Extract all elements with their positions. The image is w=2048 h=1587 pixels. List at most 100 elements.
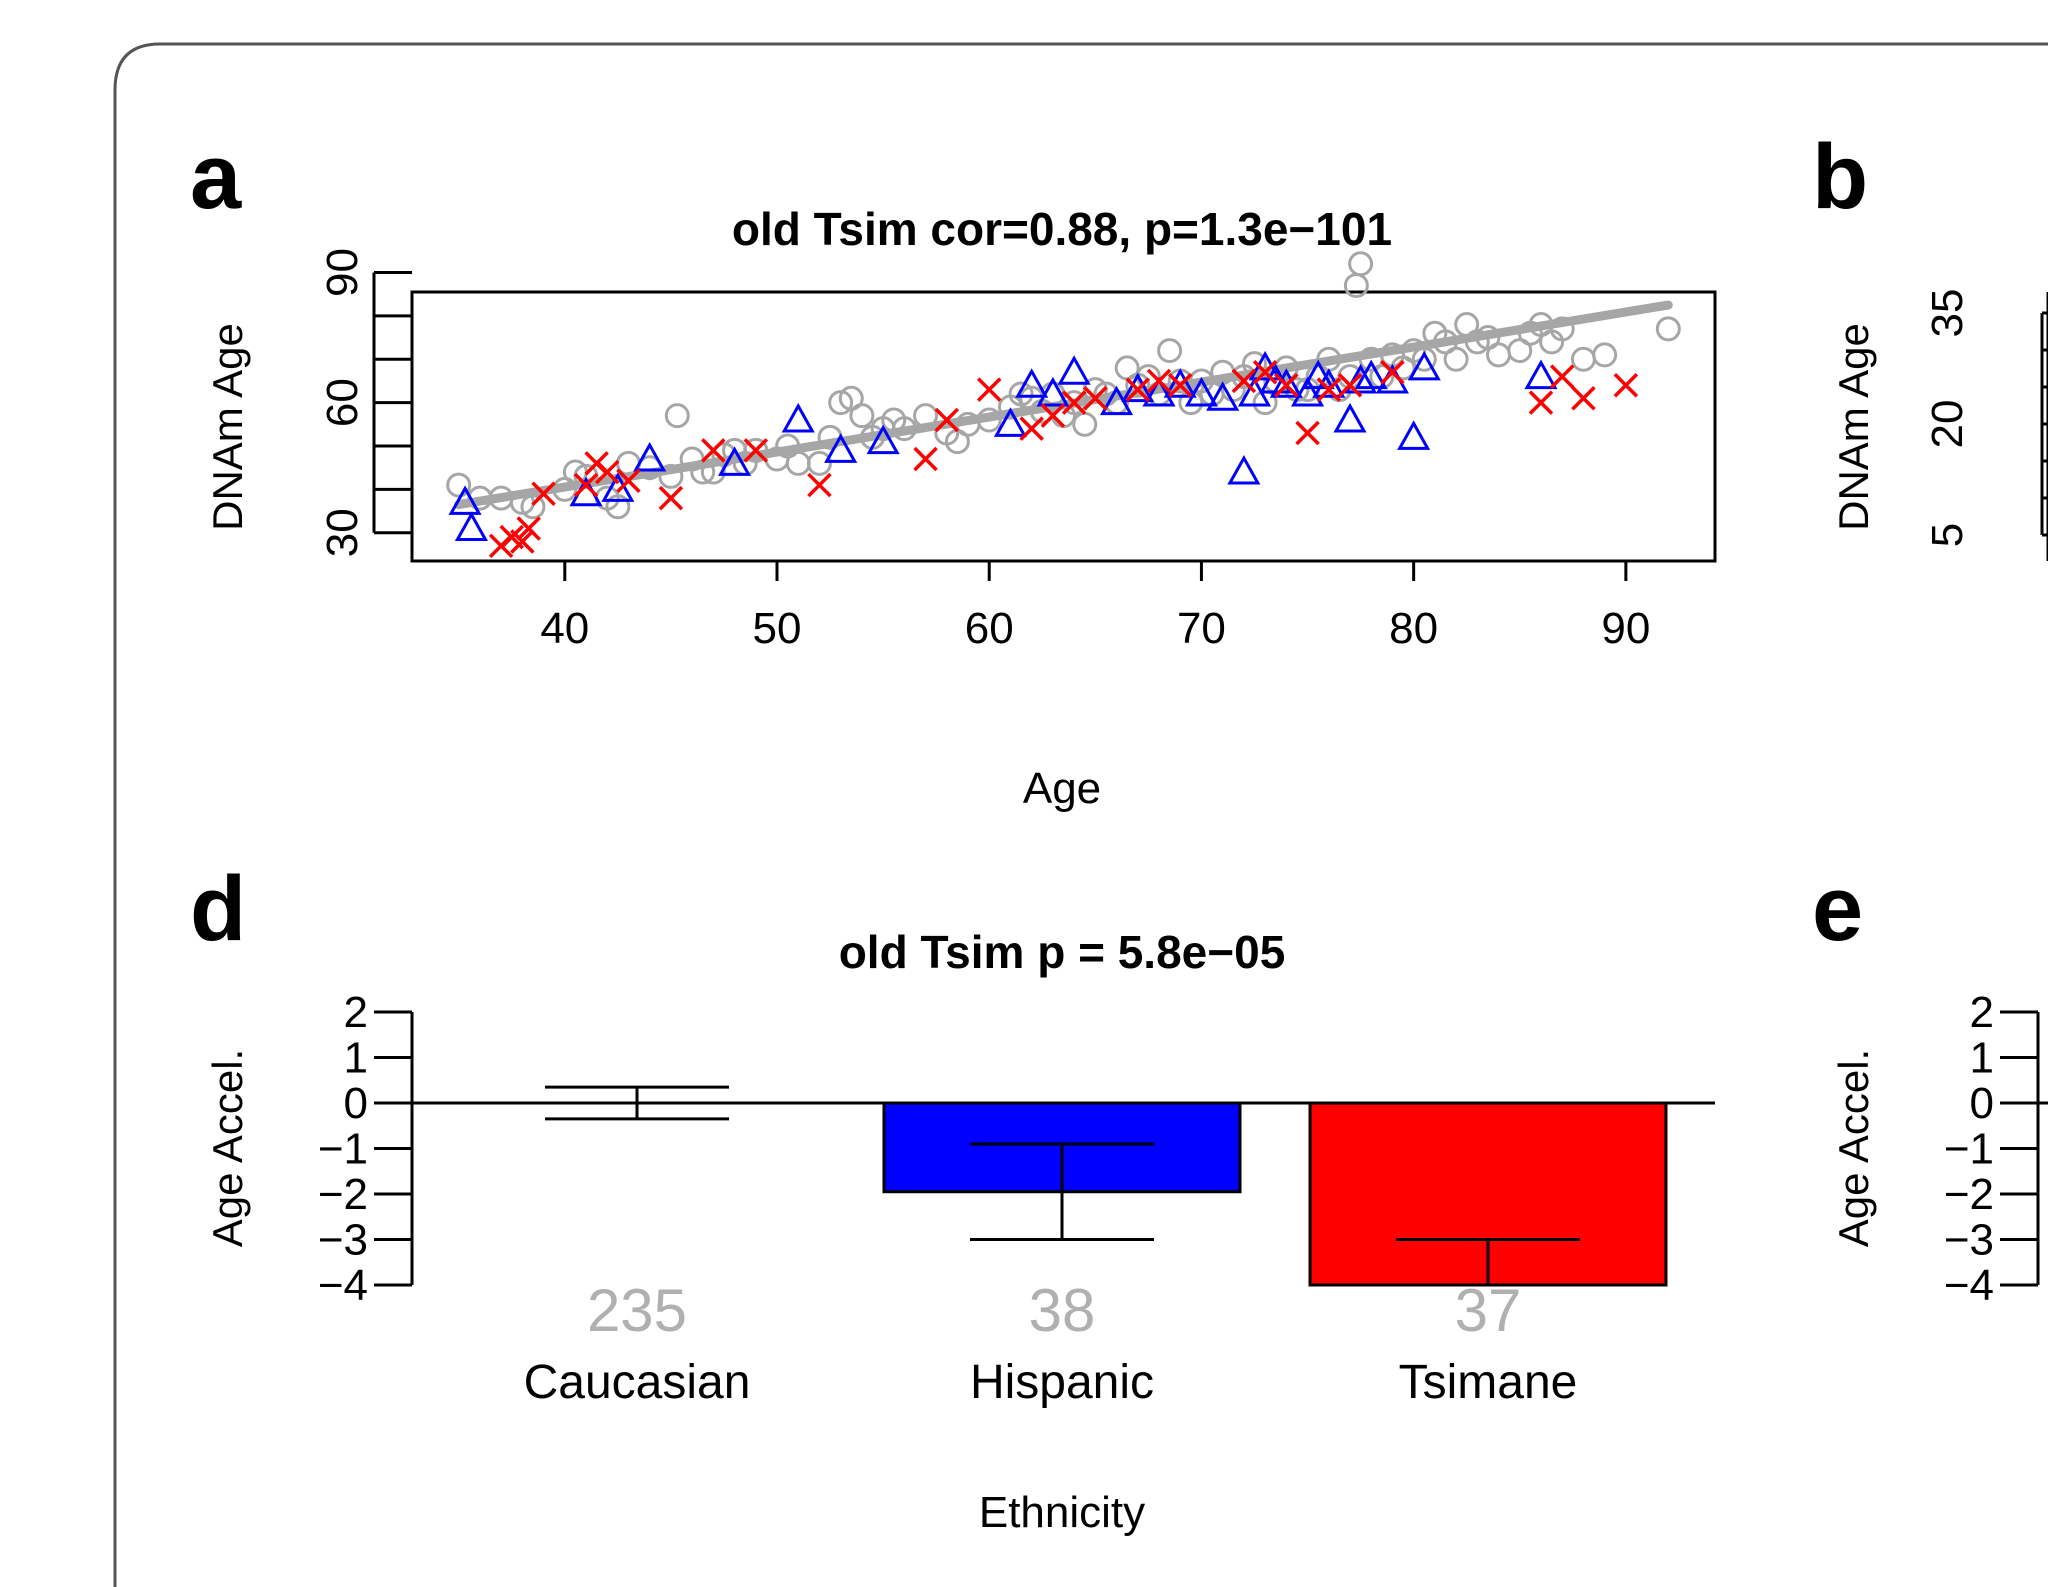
panel-b-ylabel: DNAm Age (1830, 323, 1877, 531)
scatter-point-hispanic (1142, 376, 1176, 407)
bar-xlabel: Ethnicity (979, 1488, 1145, 1537)
scatter-point-hispanic (1269, 368, 1303, 398)
bar-ytick-label: −1 (318, 1125, 368, 1174)
bar-ytick-label: −4 (318, 1261, 368, 1310)
scatter-point-caucasian (1157, 338, 1183, 364)
scatter-point-caucasian (891, 416, 917, 442)
scatter-xtick-label: 70 (1177, 604, 1226, 653)
scatter-point-tsimane (1337, 373, 1363, 398)
scatter-point-tsimane (1125, 377, 1151, 402)
scatter-point-hispanic (1290, 376, 1325, 407)
scatter-point-tsimane (658, 485, 684, 511)
scatter-point-caucasian (1061, 390, 1087, 416)
bar-ytick-label: 2 (344, 988, 368, 1037)
scatter-xlabel: Age (1023, 764, 1101, 813)
scatter-point-tsimane (934, 407, 960, 433)
scatter-xtick-label: 90 (1601, 604, 1650, 653)
scatter-title: old Tsim cor=0.88, p=1.3e−101 (732, 203, 1392, 255)
scatter-plot-box (410, 290, 1717, 563)
scatter-point-tsimane (1167, 373, 1193, 398)
scatter-point-caucasian (520, 494, 546, 520)
bar-category-label: Hispanic (970, 1356, 1154, 1409)
scatter-point-caucasian (1464, 329, 1490, 355)
bar-count-label: 37 (1455, 1277, 1522, 1344)
scatter-point-caucasian (806, 450, 832, 476)
scatter-point-tsimane (1061, 390, 1087, 415)
scatter-point-tsimane (976, 377, 1002, 402)
panel-b-ytick-label: 5 (1923, 523, 1972, 547)
scatter-point-hispanic (633, 441, 667, 472)
scatter-point-hispanic (1354, 359, 1388, 390)
scatter-point-tsimane (1295, 420, 1320, 446)
scatter-point-tsimane (510, 529, 535, 554)
scatter-point-caucasian (976, 407, 1002, 433)
scatter-point-hispanic (1227, 454, 1261, 485)
scatter-point-tsimane (516, 516, 541, 541)
bar-category-label: Caucasian (524, 1356, 751, 1409)
scatter-point-tsimane (1231, 368, 1257, 394)
scatter-point-caucasian (1072, 411, 1098, 437)
scatter-point-caucasian (1655, 316, 1681, 342)
scatter-point-tsimane (807, 472, 832, 498)
scatter-point-tsimane (573, 472, 599, 498)
scatter-ytick-label: 90 (318, 248, 367, 297)
scatter-point-caucasian (743, 437, 769, 463)
scatter-xtick-label: 40 (540, 604, 589, 653)
scatter-ylabel: DNAm Age (204, 323, 251, 531)
scatter-point-hispanic (824, 433, 858, 463)
scatter-point-caucasian (1343, 272, 1369, 298)
bar-ytick-label: 0 (344, 1079, 368, 1128)
scatter-point-hispanic (781, 402, 815, 433)
scatter-point-hispanic (601, 472, 635, 502)
scatter-point-hispanic (1163, 368, 1197, 398)
bar-count-label: 38 (1029, 1277, 1096, 1344)
scatter-point-tsimane (743, 438, 769, 463)
scatter-point-tsimane (531, 481, 556, 506)
scatter-point-tsimane (1252, 360, 1278, 385)
scatter-point-caucasian (913, 403, 939, 429)
scatter-axes: 40 50 60 70 80 90 30 60 90 (318, 248, 1717, 653)
scatter-xtick-label: 80 (1389, 604, 1438, 653)
scatter-ytick-label: 60 (318, 378, 367, 427)
scatter-point-hispanic (1036, 376, 1070, 407)
scatter-point-hispanic (866, 424, 900, 455)
panel-e-ytick-label: 2 (1970, 988, 1994, 1037)
scatter-point-tsimane (1613, 373, 1639, 398)
scatter-point-tsimane (1380, 360, 1405, 385)
scatter-point-caucasian (1348, 251, 1374, 277)
scatter-point-caucasian (1411, 346, 1437, 372)
bar-ytick-label: 1 (344, 1034, 368, 1083)
scatter-point-hispanic (1397, 420, 1431, 450)
panel-letter-a: a (190, 126, 242, 228)
scatter-point-hispanic (448, 485, 482, 515)
scatter-point-hispanic (1121, 372, 1155, 403)
panel-e-axis: 210−1−2−3−4 (1944, 988, 2048, 1310)
panel-letter-d: d (190, 858, 246, 960)
panel-e-ytick-label: 0 (1970, 1079, 1994, 1128)
scatter-point-hispanic (1057, 355, 1091, 385)
scatter-point-caucasian (658, 463, 684, 489)
bar-marks: 235 Caucasian 38 Hispanic 37 Tsimane (429, 1085, 1668, 1409)
bar-title: old Tsim p = 5.8e−05 (839, 926, 1286, 978)
scatter-point-hispanic (1407, 350, 1441, 381)
scatter-point-caucasian (1570, 346, 1596, 372)
scatter-point-caucasian (664, 403, 690, 429)
scatter-point-tsimane (1146, 368, 1172, 394)
scatter-point-caucasian (1592, 342, 1618, 368)
scatter-point-caucasian (446, 472, 472, 498)
bar-category-label: Tsimane (1399, 1356, 1578, 1409)
scatter-point-hispanic (1184, 376, 1218, 407)
scatter-point-tsimane (595, 459, 620, 485)
figure-frame (113, 42, 2048, 1587)
bar-count-label: 235 (587, 1277, 687, 1344)
panel-e-ytick-label: 1 (1970, 1034, 1994, 1083)
scatter-ytick-label: 30 (318, 508, 367, 557)
bar-panel: old Tsim p = 5.8e−05 Age Accel. Ethnicit… (204, 926, 1715, 1537)
panel-e: Age Accel. 210−1−2−3−4 (1830, 988, 2048, 1310)
scatter-point-tsimane (616, 468, 641, 493)
panel-e-ytick-label: −1 (1944, 1125, 1994, 1174)
panel-b-ytick-label: 20 (1923, 400, 1972, 449)
scatter-point-tsimane (1571, 386, 1596, 411)
scatter-points (446, 251, 1681, 559)
